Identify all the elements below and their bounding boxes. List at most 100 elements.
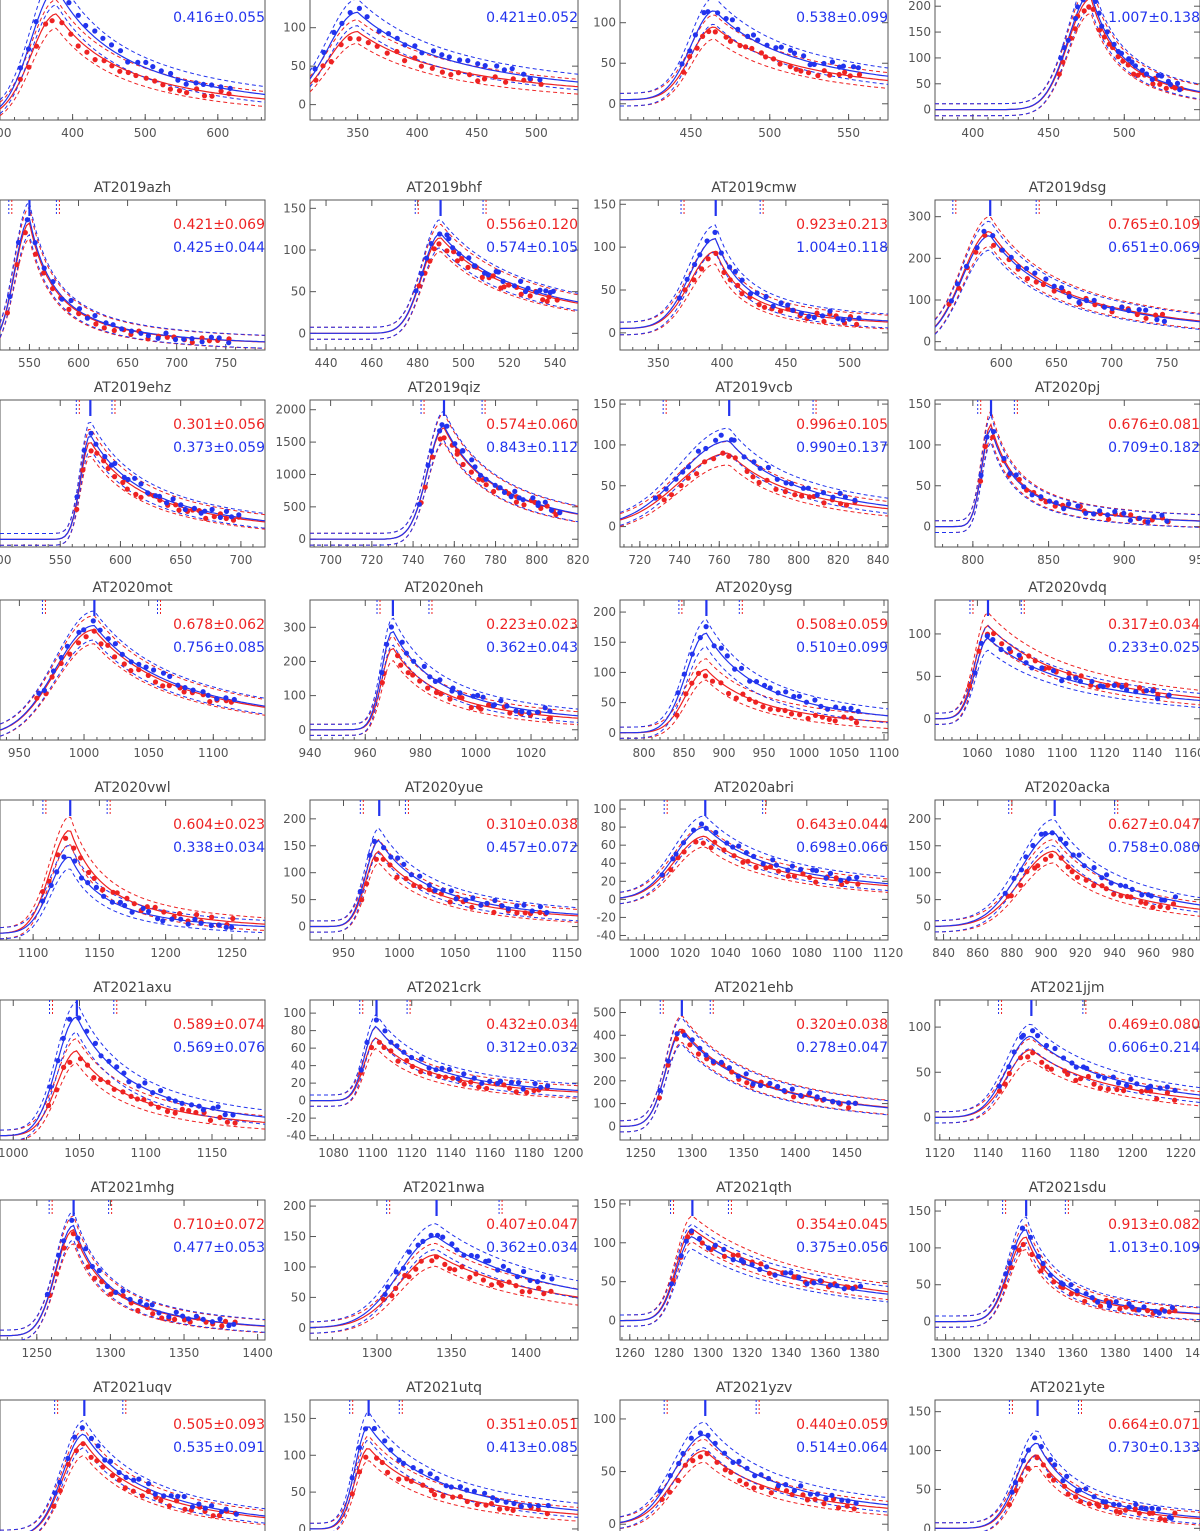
blue-data-point bbox=[1126, 1504, 1132, 1510]
red-data-point bbox=[1103, 886, 1109, 892]
blue-data-point bbox=[823, 1496, 829, 1502]
blue-data-point bbox=[68, 297, 74, 304]
red-data-point bbox=[733, 695, 739, 701]
blue-data-point bbox=[743, 850, 750, 856]
red-data-point bbox=[694, 471, 700, 477]
y-tick-label: 0 bbox=[298, 1522, 306, 1531]
red-data-point bbox=[111, 327, 117, 334]
red-data-point bbox=[110, 889, 116, 895]
blue-data-point bbox=[751, 459, 757, 465]
red-data-point bbox=[120, 1293, 126, 1299]
blue-data-point bbox=[1154, 317, 1160, 323]
blue-upper-bound bbox=[0, 0, 265, 101]
y-tick-label: 60 bbox=[291, 1041, 306, 1055]
x-tick-label: 1420 bbox=[1185, 1346, 1200, 1360]
blue-data-point bbox=[806, 313, 812, 319]
blue-data-point bbox=[116, 1469, 122, 1476]
red-data-point bbox=[1040, 281, 1046, 288]
x-tick-label: 1050 bbox=[64, 1146, 95, 1160]
red-data-point bbox=[395, 653, 401, 659]
red-value-label: 0.710±0.072 bbox=[173, 1217, 265, 1233]
x-tick-label: 1140 bbox=[436, 1146, 467, 1160]
blue-data-point bbox=[713, 437, 719, 443]
blue-data-point bbox=[774, 476, 780, 482]
red-data-point bbox=[425, 685, 431, 691]
blue-data-point bbox=[1073, 1064, 1079, 1070]
red-data-point bbox=[41, 270, 47, 276]
red-model-curve bbox=[620, 250, 888, 330]
blue-data-point bbox=[740, 1259, 747, 1265]
blue-data-point bbox=[17, 65, 24, 71]
x-tick-label: 1380 bbox=[1100, 1346, 1131, 1360]
red-data-point bbox=[4, 310, 10, 316]
blue-value-label: 0.362±0.043 bbox=[486, 640, 578, 656]
red-value-label: 0.643±0.044 bbox=[796, 817, 888, 833]
blue-data-point bbox=[1051, 283, 1057, 289]
red-data-point bbox=[775, 707, 781, 713]
blue-value-label: 0.421±0.052 bbox=[486, 10, 578, 26]
x-tick-label: 1020 bbox=[516, 746, 547, 760]
blue-value-label: 0.756±0.085 bbox=[173, 640, 265, 656]
red-data-point bbox=[161, 909, 167, 915]
y-tick-label: 100 bbox=[908, 438, 931, 452]
blue-lower-bound bbox=[310, 440, 578, 546]
blue-data-point bbox=[419, 271, 425, 277]
red-data-point bbox=[404, 1476, 410, 1482]
blue-data-point bbox=[223, 924, 229, 930]
red-data-point bbox=[78, 855, 84, 861]
y-tick-label: 150 bbox=[283, 839, 306, 853]
red-data-point bbox=[497, 1506, 503, 1512]
blue-model-curve bbox=[0, 856, 265, 934]
blue-data-point bbox=[744, 1465, 750, 1471]
x-tick-label: 1100 bbox=[18, 946, 49, 960]
blue-data-point bbox=[181, 1493, 187, 1500]
y-tick-label: 0 bbox=[923, 712, 931, 726]
blue-data-point bbox=[81, 447, 87, 453]
blue-value-label: 0.758±0.080 bbox=[1108, 840, 1200, 856]
plot-frame bbox=[0, 1199, 266, 1341]
blue-value-label: 0.990±0.137 bbox=[796, 440, 888, 456]
red-data-point bbox=[712, 839, 718, 845]
x-tick-label: 1060 bbox=[751, 946, 782, 960]
blue-data-point bbox=[791, 693, 797, 700]
blue-data-point bbox=[545, 1502, 551, 1509]
red-data-point bbox=[491, 488, 497, 495]
blue-data-point bbox=[807, 62, 813, 68]
red-data-point bbox=[1013, 1487, 1019, 1494]
red-data-point bbox=[223, 515, 229, 522]
red-data-point bbox=[33, 251, 39, 257]
x-tick-label: 800 bbox=[633, 746, 656, 760]
blue-data-point bbox=[1047, 1457, 1053, 1463]
blue-data-point bbox=[418, 1056, 424, 1062]
blue-data-point bbox=[1123, 1082, 1130, 1088]
red-data-point bbox=[88, 1454, 94, 1460]
red-data-point bbox=[513, 499, 520, 505]
red-data-point bbox=[1082, 1298, 1088, 1304]
red-data-point bbox=[388, 1048, 394, 1054]
x-tick-label: 1000 bbox=[0, 1146, 29, 1160]
red-lower-bound bbox=[310, 1047, 578, 1107]
red-data-point bbox=[226, 91, 232, 97]
red-data-point bbox=[702, 673, 709, 679]
blue-data-point bbox=[1073, 675, 1079, 681]
red-data-point bbox=[136, 667, 142, 673]
panel-title: AT2020pj bbox=[1035, 380, 1100, 396]
red-data-point bbox=[412, 55, 418, 61]
blue-data-point bbox=[233, 1511, 239, 1517]
blue-data-point bbox=[504, 703, 510, 709]
blue-data-point bbox=[117, 899, 123, 906]
red-data-point bbox=[92, 1275, 98, 1281]
red-data-point bbox=[1030, 1050, 1036, 1056]
blue-data-point bbox=[362, 1426, 369, 1432]
blue-data-point bbox=[1134, 1081, 1140, 1087]
red-data-point bbox=[682, 1462, 689, 1468]
red-data-point bbox=[71, 845, 77, 851]
red-data-point bbox=[135, 1307, 141, 1314]
y-tick-label: 100 bbox=[283, 1448, 306, 1462]
blue-data-point bbox=[526, 710, 532, 716]
y-tick-label: 0 bbox=[923, 1315, 931, 1329]
red-data-point bbox=[760, 704, 766, 710]
red-data-point bbox=[773, 486, 779, 492]
blue-data-point bbox=[1025, 1447, 1031, 1453]
